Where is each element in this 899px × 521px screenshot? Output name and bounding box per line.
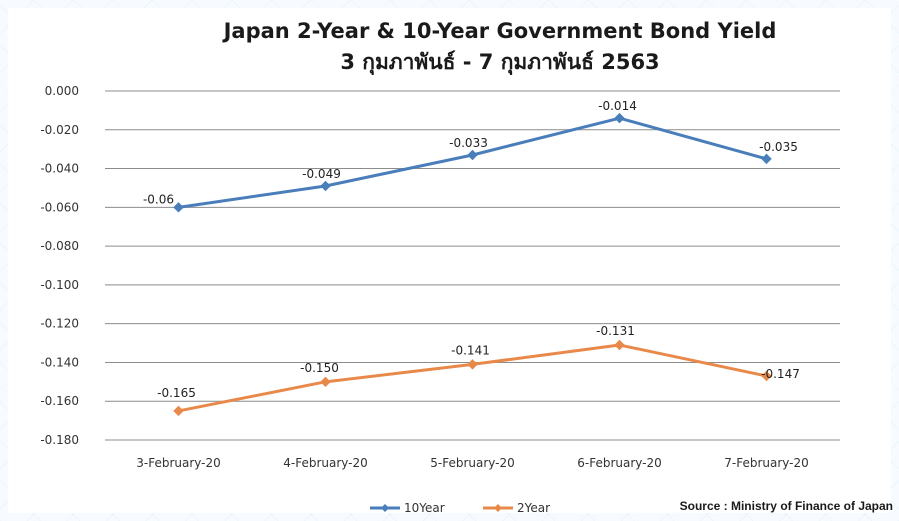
- legend-swatch-marker: [494, 504, 502, 512]
- x-tick-label: 4-February-20: [283, 456, 368, 470]
- y-tick-label: -0.060: [40, 200, 79, 214]
- series-lines: [173, 112, 772, 417]
- data-label-10Year: -0.06: [143, 192, 174, 206]
- y-tick-label: -0.080: [40, 239, 79, 253]
- data-label-10Year: -0.035: [759, 140, 798, 154]
- data-point-2Year: [173, 405, 184, 417]
- source-note: Source : Ministry of Finance of Japan: [680, 499, 893, 513]
- data-label-2Year: -0.141: [451, 343, 490, 357]
- data-labels: -0.06 -0.049 -0.033 -0.014 -0.035 -0.165 -0.15…: [143, 99, 800, 400]
- x-tick-label: 5-February-20: [430, 456, 515, 470]
- x-tick-label: 3-February-20: [136, 456, 221, 470]
- y-tick-label: -0.020: [40, 123, 79, 137]
- data-label-2Year: -0.147: [761, 367, 800, 381]
- data-point-2Year: [761, 370, 772, 382]
- chart-title: Japan 2-Year & 10-Year Government Bond Y…: [222, 19, 777, 43]
- chart-area-background: [8, 8, 891, 513]
- y-tick-label: -0.140: [40, 355, 79, 369]
- data-point-2Year: [320, 376, 331, 388]
- y-tick-label: -0.180: [40, 433, 79, 447]
- x-tick-label: 6-February-20: [577, 456, 662, 470]
- y-axis-ticks: 0.000 -0.020 -0.040 -0.060 -0.080 -0.100 -0.12…: [40, 84, 79, 447]
- legend-label: 2Year: [517, 501, 550, 515]
- data-label-2Year: -0.165: [157, 386, 196, 400]
- legend-swatch-marker: [381, 504, 389, 512]
- data-label-2Year: -0.150: [300, 361, 339, 375]
- data-label-10Year: -0.014: [598, 99, 637, 113]
- data-point-10Year: [320, 180, 331, 192]
- data-label-10Year: -0.049: [302, 167, 341, 181]
- y-tick-label: -0.160: [40, 394, 79, 408]
- data-point-10Year: [614, 112, 625, 124]
- y-tick-label: -0.040: [40, 162, 79, 176]
- y-tick-label: -0.120: [40, 317, 79, 331]
- legend: 10Year 2Year: [370, 501, 550, 515]
- y-tick-label: -0.100: [40, 278, 79, 292]
- legend-label: 10Year: [404, 501, 445, 515]
- data-point-2Year: [467, 359, 478, 370]
- chart-subtitle: 3 กุมภาพันธ์ - 7 กุมภาพันธ์ 2563: [340, 50, 659, 76]
- x-tick-label: 7-February-20: [724, 456, 809, 470]
- x-axis-ticks: 3-February-20 4-February-20 5-February-20 6…: [136, 456, 809, 470]
- data-point-2Year: [614, 339, 625, 351]
- data-point-10Year: [173, 202, 184, 213]
- y-tick-label: 0.000: [45, 84, 79, 98]
- data-point-10Year: [761, 153, 772, 165]
- data-label-2Year: -0.131: [596, 324, 635, 338]
- data-label-10Year: -0.033: [449, 136, 488, 150]
- data-point-10Year: [467, 149, 478, 161]
